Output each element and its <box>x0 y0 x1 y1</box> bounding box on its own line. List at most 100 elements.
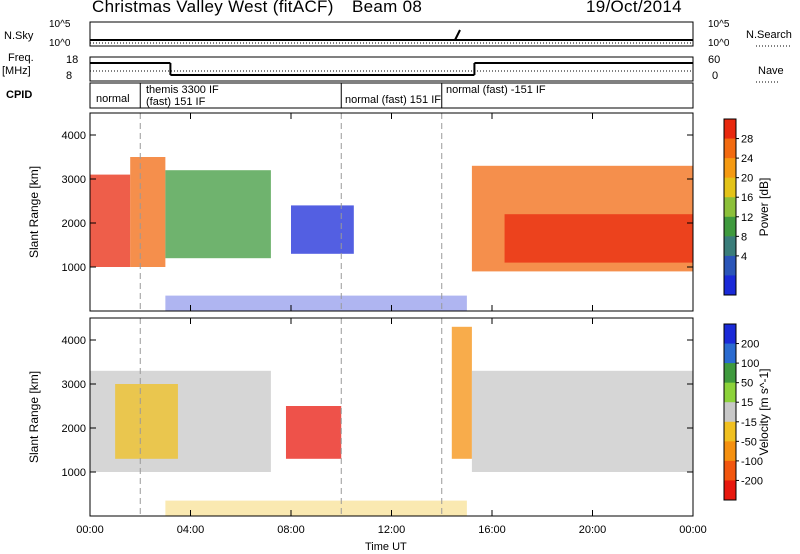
colorbar-tick-label: 4 <box>741 251 747 263</box>
data-region <box>471 370 693 472</box>
colorbar-swatch <box>724 460 736 481</box>
cpid-segment: normal (fast) 151 IF <box>345 94 441 106</box>
colorbar-swatch <box>724 402 736 423</box>
colorbar-tick-label: 100 <box>741 358 759 370</box>
colorbar-tick-label: 8 <box>741 231 747 243</box>
y-tick-label: 4000 <box>62 130 86 142</box>
colorbar-swatch <box>724 441 736 462</box>
data-region <box>504 214 693 263</box>
ground-scatter-band <box>165 500 467 516</box>
y-tick-label: 3000 <box>62 379 86 391</box>
power-panel: 1000 2000 3000 4000 Slant Range [km] <box>27 112 694 312</box>
y-tick-label: 1000 <box>62 262 86 274</box>
y-tick-label: 2000 <box>62 423 86 435</box>
cpid-label: CPID <box>6 89 33 101</box>
beam-label: Beam 08 <box>352 0 423 16</box>
nsky-right-tick-top: 10^5 <box>708 19 730 30</box>
colorbar-frame <box>723 323 737 501</box>
colorbar-tick-label: 200 <box>741 339 759 351</box>
colorbar-tick-label: -50 <box>741 436 757 448</box>
x-tick-label: 16:00 <box>478 524 506 536</box>
data-region <box>291 205 354 254</box>
y-tick-label: 4000 <box>62 335 86 347</box>
colorbar-swatch <box>724 480 736 501</box>
colorbar-swatch <box>724 343 736 364</box>
x-tick-label: 20:00 <box>579 524 607 536</box>
colorbar-label: Power [dB] <box>757 178 771 237</box>
freq-label: Freq. <box>8 52 34 64</box>
freq-frame <box>89 56 694 82</box>
colorbar-tick-label: 28 <box>741 134 753 146</box>
colorbar-tick-label: 50 <box>741 378 753 390</box>
x-tick-label: 00:00 <box>679 524 707 536</box>
nsearch-label: N.Search <box>746 29 792 41</box>
colorbar-swatch <box>724 255 736 276</box>
nsky-tick-bottom: 10^0 <box>49 38 71 49</box>
freq-trace <box>90 62 693 76</box>
date-label: 19/Oct/2014 <box>586 0 682 16</box>
nsky-spike <box>454 29 461 41</box>
colorbar-swatch <box>724 421 736 442</box>
colorbar-tick-label: 20 <box>741 173 753 185</box>
colorbar-swatch <box>724 197 736 218</box>
data-region <box>130 157 166 267</box>
cpid-segment: normal <box>96 93 130 105</box>
power-colorbar: 28 24 20 16 12 8 4 Power [dB] <box>723 118 771 296</box>
colorbar-frame <box>723 118 737 296</box>
colorbar-tick-label: 24 <box>741 153 753 165</box>
velocity-colorbar: 200 100 50 15 -15 -50 -100 -200 Velocity [m s^-1… <box>723 323 771 501</box>
colorbar-swatch <box>724 216 736 237</box>
data-region <box>451 326 472 459</box>
freq-tick-bottom: 8 <box>66 70 73 82</box>
colorbar-swatch <box>724 382 736 403</box>
cpid-frame <box>89 82 694 109</box>
freq-tick-top: 18 <box>66 54 79 66</box>
colorbar-swatch <box>724 138 736 159</box>
colorbar-swatch <box>724 275 736 296</box>
y-tick-label: 2000 <box>62 218 86 230</box>
colorbar-tick-label: 16 <box>741 192 753 204</box>
colorbar-swatch <box>724 324 736 345</box>
colorbar-tick-label: -200 <box>741 475 763 487</box>
colorbar-tick-label: -15 <box>741 417 757 429</box>
nsky-tick-top: 10^5 <box>49 19 71 30</box>
nsky-right-tick-bottom: 10^0 <box>708 38 730 49</box>
colorbar-swatch <box>724 158 736 179</box>
cpid-dividers <box>139 83 443 108</box>
colorbar-swatch <box>724 119 736 140</box>
colorbar-swatch <box>724 236 736 257</box>
data-region <box>285 406 342 459</box>
colorbar-tick-label: 15 <box>741 397 753 409</box>
x-tick-label: 12:00 <box>378 524 406 536</box>
ground-scatter-band <box>165 295 467 311</box>
colorbar-tick-label: 12 <box>741 212 753 224</box>
data-region <box>165 170 271 259</box>
freq-unit: [MHz] <box>2 65 31 77</box>
colorbar-swatch <box>724 177 736 198</box>
y-axis-label: Slant Range [km] <box>27 166 41 258</box>
y-tick-label: 1000 <box>62 467 86 479</box>
x-tick-label: 04:00 <box>177 524 205 536</box>
x-axis-label: Time UT <box>365 541 407 553</box>
cpid-segment: themis 3300 IF <box>146 84 219 96</box>
plot-title: Christmas Valley West (fitACF) <box>92 0 334 16</box>
cpid-segment: (fast) 151 IF <box>146 96 206 108</box>
colorbar-tick-label: -100 <box>741 456 763 468</box>
nave-tick-top: 60 <box>708 54 721 66</box>
colorbar-swatch <box>724 363 736 384</box>
y-tick-label: 3000 <box>62 174 86 186</box>
nave-label: Nave <box>758 65 784 77</box>
colorbar-label: Velocity [m s^-1] <box>757 369 771 456</box>
data-region <box>90 174 131 267</box>
velocity-panel: 1000 2000 3000 4000 Slant Range [km] <box>27 317 694 517</box>
x-tick-label: 00:00 <box>76 524 104 536</box>
nsky-label: N.Sky <box>4 30 34 42</box>
time-axis: 00:00 04:00 08:00 12:00 16:00 20:00 00:00 <box>76 113 707 536</box>
y-axis-label: Slant Range [km] <box>27 371 41 463</box>
data-region <box>115 384 178 459</box>
cpid-segment: normal (fast) -151 IF <box>446 84 546 96</box>
x-tick-label: 08:00 <box>277 524 305 536</box>
nave-tick-bottom: 0 <box>712 70 719 82</box>
nsky-frame <box>89 21 694 47</box>
